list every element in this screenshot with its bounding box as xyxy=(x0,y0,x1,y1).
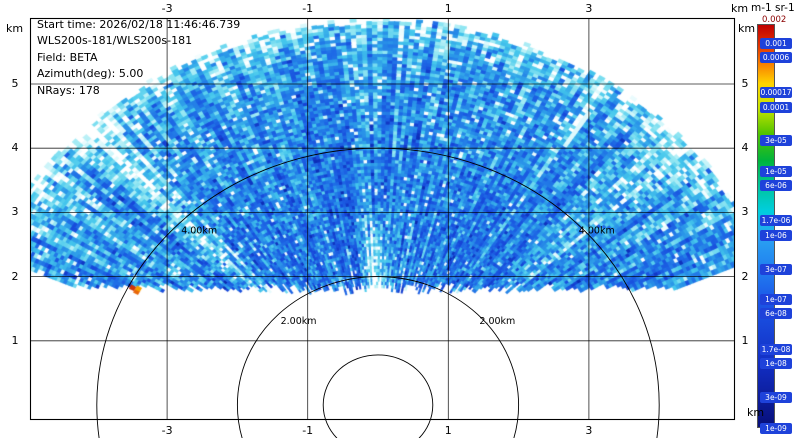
nrays-text: NRays: 178 xyxy=(37,83,100,97)
colorbar-tick-chip: 0.0001 xyxy=(760,101,792,113)
y-tick-label-left: 5 xyxy=(11,77,19,90)
x-tick-label-bottom: 3 xyxy=(585,424,593,437)
colorbar-tick-chip: 1e-09 xyxy=(760,422,792,434)
colorbar-unit-label: m-1 sr-1 xyxy=(751,2,795,14)
y-tick-label-right: 4 xyxy=(741,141,749,155)
y-axis-unit-left: km xyxy=(6,22,24,35)
y-tick-label-left: 3 xyxy=(11,205,19,219)
field-name-text: Field: BETA xyxy=(37,50,98,64)
y-tick-label-right: 2 xyxy=(741,269,749,283)
x-tick-label-top: -1 xyxy=(302,2,314,15)
colorbar-tick-chip: 6e-08 xyxy=(760,308,792,320)
colorbar-tick-chip: 1e-05 xyxy=(760,166,792,178)
colorbar-tick-chip: 0.00017 xyxy=(760,87,792,99)
y-tick-label-right: 3 xyxy=(741,205,749,219)
colorbar-tick-chip: 1e-08 xyxy=(760,358,792,370)
colorbar-tick-chip: 0.0006 xyxy=(760,52,792,64)
x-axis-unit-bottom: km xyxy=(747,406,765,419)
colorbar-tick-chip: 1e-06 xyxy=(760,230,792,242)
x-tick-label-top: 1 xyxy=(444,2,452,15)
start-time-text: Start time: 2026/02/18 11:46:46.739 xyxy=(37,18,241,31)
y-tick-label-left: 1 xyxy=(11,333,19,347)
y-tick-label-right: 1 xyxy=(741,333,749,347)
y-axis-unit-right: km xyxy=(738,22,756,35)
colorbar-tick-chip: 1.7e-08 xyxy=(760,343,792,355)
x-tick-label-top: -3 xyxy=(161,2,173,15)
colorbar-tick-chip: 6e-06 xyxy=(760,180,792,192)
x-axis-unit-top: km xyxy=(731,2,749,15)
colorbar-tick-chip: 3e-09 xyxy=(760,391,792,403)
colorbar-tick-chip: 0.001 xyxy=(760,37,792,49)
colorbar-tick-chip: 3e-05 xyxy=(760,135,792,147)
colorbar-tick-chip: 1e-07 xyxy=(760,294,792,306)
azimuth-text: Azimuth(deg): 5.00 xyxy=(37,67,144,81)
x-tick-label-top: 3 xyxy=(585,2,593,15)
y-tick-label-left: 4 xyxy=(11,141,19,155)
colorbar-tick-chip: 3e-07 xyxy=(760,263,792,275)
colorbar-max-label: 0.002 xyxy=(762,15,787,25)
y-tick-label-right: 5 xyxy=(741,77,749,90)
x-tick-label-bottom: -1 xyxy=(302,424,314,437)
scan-info-overlay: Start time: 2026/02/18 11:46:46.739 WLS2… xyxy=(37,17,240,99)
device-name-text: WLS200s-181/WLS200s-181 xyxy=(37,34,193,48)
x-tick-label-bottom: 1 xyxy=(444,424,452,437)
y-tick-label-left: 2 xyxy=(11,269,19,283)
x-tick-label-bottom: -3 xyxy=(161,424,173,437)
colorbar-tick-chip: 1.7e-06 xyxy=(760,215,792,227)
